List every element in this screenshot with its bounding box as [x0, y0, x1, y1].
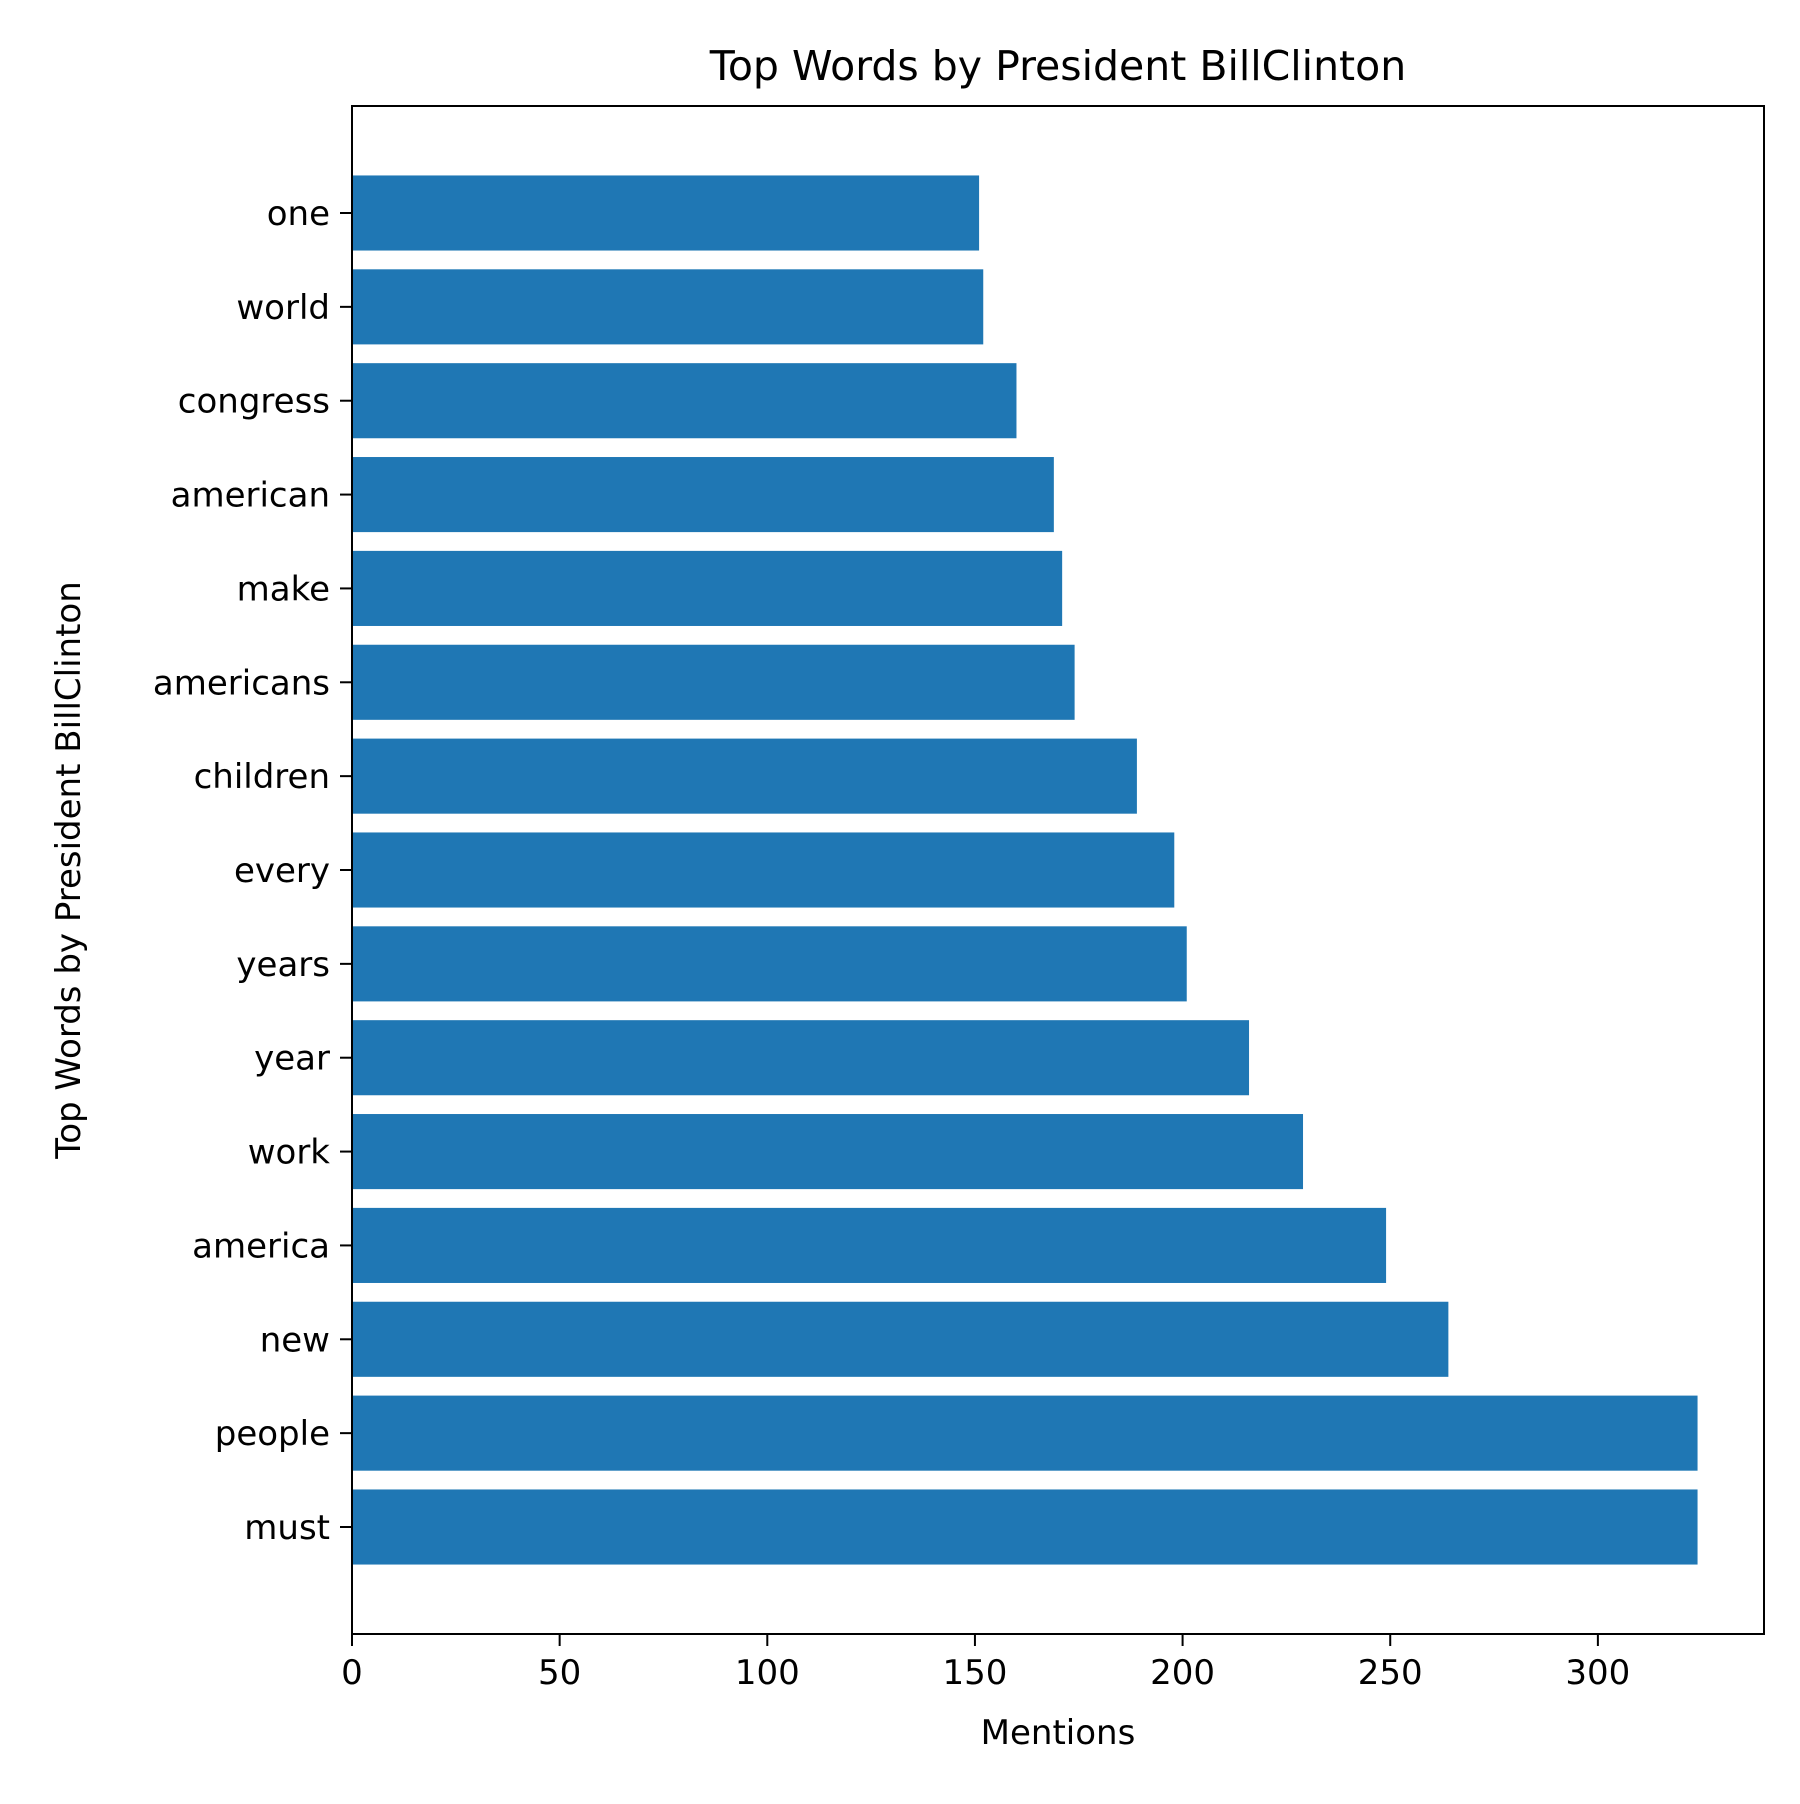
bar-year [352, 1020, 1250, 1096]
bar-work [352, 1114, 1304, 1190]
x-tick-label: 0 [341, 1653, 363, 1693]
x-axis-title: Mentions [981, 1713, 1136, 1753]
x-tick-label: 250 [1358, 1653, 1423, 1693]
bar-world [352, 269, 984, 345]
y-tick-label: one [267, 194, 330, 234]
y-tick-label: american [171, 476, 330, 516]
y-tick-label: america [192, 1226, 330, 1266]
y-tick-label: new [260, 1320, 330, 1360]
y-tick-label: make [237, 569, 330, 609]
bar-every [352, 832, 1175, 908]
plot-frame [351, 105, 1765, 1635]
x-tick-label: 50 [538, 1653, 581, 1693]
x-tick-label: 300 [1565, 1653, 1630, 1693]
bar-america [352, 1207, 1387, 1283]
y-tick-label: congress [178, 382, 330, 422]
y-axis-title: Top Words by President BillClinton [49, 581, 89, 1160]
bar-new [352, 1301, 1449, 1377]
bar-congress [352, 363, 1017, 439]
y-tick-label: every [234, 851, 330, 891]
x-tick-label: 200 [1150, 1653, 1215, 1693]
bars-layer [352, 175, 1698, 1565]
bar-must [352, 1489, 1698, 1565]
y-tick-label: world [236, 288, 330, 328]
y-tick-label: years [236, 945, 330, 985]
bar-one [352, 175, 980, 251]
y-tick-label: people [215, 1414, 330, 1454]
x-tick-label: 100 [735, 1653, 800, 1693]
bar-people [352, 1395, 1698, 1471]
bar-american [352, 457, 1054, 533]
y-tick-label: work [248, 1133, 331, 1173]
y-tick-label: must [244, 1508, 330, 1548]
bar-make [352, 550, 1063, 626]
bar-americans [352, 644, 1075, 720]
y-tick-label: americans [153, 663, 330, 703]
ticks-layer: must people new america work year years every ch… [153, 194, 1630, 1693]
chart-title: Top Words by President BillClinton [709, 42, 1406, 90]
y-tick-label: children [194, 757, 330, 797]
bar-children [352, 738, 1137, 814]
bar-years [352, 926, 1187, 1002]
x-tick-label: 150 [942, 1653, 1007, 1693]
y-tick-label: year [254, 1039, 330, 1079]
